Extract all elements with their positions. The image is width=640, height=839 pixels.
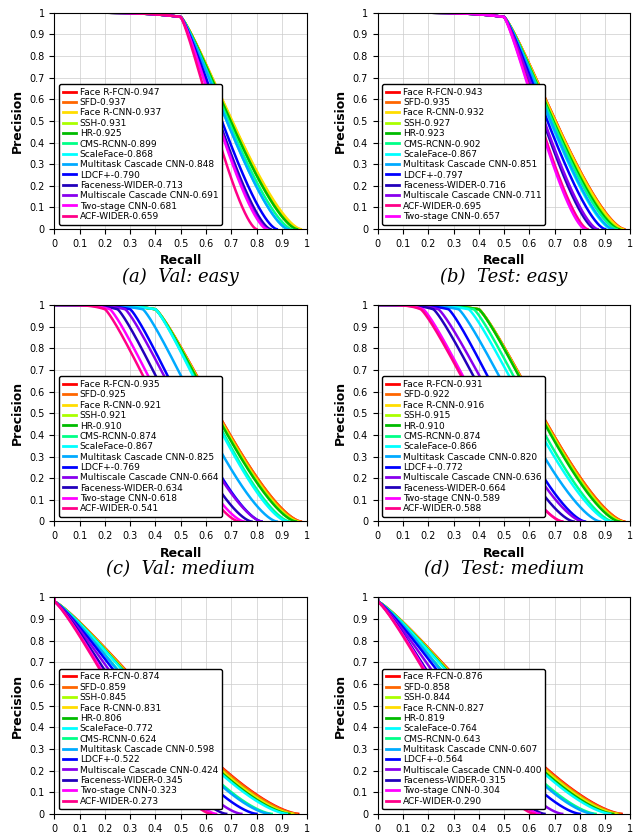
Y-axis label: Precision: Precision (334, 674, 347, 737)
Text: (c)  Val: medium: (c) Val: medium (106, 560, 255, 578)
Y-axis label: Precision: Precision (11, 674, 24, 737)
X-axis label: Recall: Recall (483, 547, 525, 560)
Text: (a)  Val: easy: (a) Val: easy (122, 268, 239, 286)
Text: (d)  Test: medium: (d) Test: medium (424, 560, 584, 578)
Legend: Face R-FCN-0.935, SFD-0.925, Face R-CNN-0.921, SSH-0.921, HR-0.910, CMS-RCNN-0.8: Face R-FCN-0.935, SFD-0.925, Face R-CNN-… (59, 377, 222, 517)
Text: (b)  Test: easy: (b) Test: easy (440, 268, 568, 286)
Legend: Face R-FCN-0.874, SFD-0.859, SSH-0.845, Face R-CNN-0.831, HR-0.806, ScaleFace-0.: Face R-FCN-0.874, SFD-0.859, SSH-0.845, … (59, 669, 221, 810)
Y-axis label: Precision: Precision (11, 89, 24, 153)
Legend: Face R-FCN-0.943, SFD-0.935, Face R-CNN-0.932, SSH-0.927, HR-0.923, CMS-RCNN-0.9: Face R-FCN-0.943, SFD-0.935, Face R-CNN-… (382, 84, 545, 225)
X-axis label: Recall: Recall (483, 254, 525, 268)
X-axis label: Recall: Recall (159, 547, 202, 560)
Legend: Face R-FCN-0.876, SFD-0.858, SSH-0.844, Face R-CNN-0.827, HR-0.819, ScaleFace-0.: Face R-FCN-0.876, SFD-0.858, SSH-0.844, … (382, 669, 545, 810)
X-axis label: Recall: Recall (159, 254, 202, 268)
Legend: Face R-FCN-0.947, SFD-0.937, Face R-CNN-0.937, SSH-0.931, HR-0.925, CMS-RCNN-0.8: Face R-FCN-0.947, SFD-0.937, Face R-CNN-… (59, 84, 222, 225)
Legend: Face R-FCN-0.931, SFD-0.922, Face R-CNN-0.916, SSH-0.915, HR-0.910, CMS-RCNN-0.8: Face R-FCN-0.931, SFD-0.922, Face R-CNN-… (382, 377, 545, 517)
Y-axis label: Precision: Precision (11, 381, 24, 446)
Y-axis label: Precision: Precision (334, 89, 347, 153)
Y-axis label: Precision: Precision (334, 381, 347, 446)
